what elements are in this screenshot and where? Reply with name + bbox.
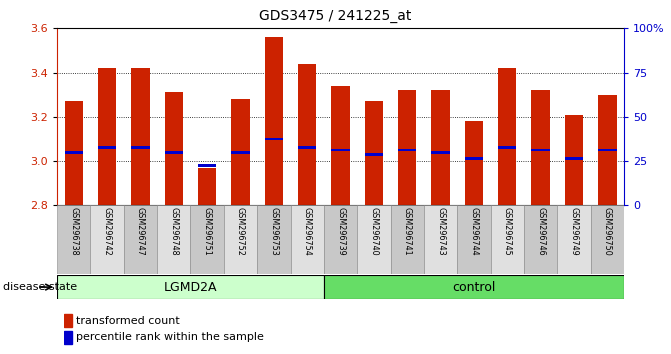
Bar bbox=[498, 146, 517, 149]
Bar bbox=[431, 151, 450, 154]
Bar bbox=[164, 151, 183, 154]
Bar bbox=[64, 314, 72, 327]
Bar bbox=[64, 331, 72, 344]
Text: GSM296754: GSM296754 bbox=[303, 207, 312, 256]
Text: GSM296743: GSM296743 bbox=[436, 207, 445, 255]
Text: GSM296753: GSM296753 bbox=[269, 207, 278, 256]
FancyBboxPatch shape bbox=[324, 275, 624, 299]
Bar bbox=[132, 146, 150, 149]
Bar bbox=[264, 137, 283, 141]
Bar bbox=[331, 86, 350, 205]
Text: GSM296744: GSM296744 bbox=[470, 207, 478, 255]
Bar bbox=[431, 90, 450, 205]
Bar bbox=[98, 68, 116, 205]
FancyBboxPatch shape bbox=[57, 275, 324, 299]
Text: disease state: disease state bbox=[3, 282, 77, 292]
Bar bbox=[298, 146, 316, 149]
Bar bbox=[365, 101, 383, 205]
Text: GSM296746: GSM296746 bbox=[536, 207, 545, 255]
Bar bbox=[565, 158, 583, 160]
Text: GSM296741: GSM296741 bbox=[403, 207, 412, 255]
FancyBboxPatch shape bbox=[524, 205, 558, 274]
Text: GSM296751: GSM296751 bbox=[203, 207, 211, 256]
Text: GSM296739: GSM296739 bbox=[336, 207, 345, 256]
FancyBboxPatch shape bbox=[57, 205, 91, 274]
FancyBboxPatch shape bbox=[257, 205, 291, 274]
Bar bbox=[64, 101, 83, 205]
Bar bbox=[598, 149, 617, 152]
Text: GSM296752: GSM296752 bbox=[236, 207, 245, 256]
FancyBboxPatch shape bbox=[191, 205, 224, 274]
Bar bbox=[465, 121, 483, 205]
FancyBboxPatch shape bbox=[558, 205, 590, 274]
Bar bbox=[64, 151, 83, 154]
Text: GDS3475 / 241225_at: GDS3475 / 241225_at bbox=[259, 9, 412, 23]
Text: GSM296740: GSM296740 bbox=[369, 207, 378, 255]
Text: GSM296750: GSM296750 bbox=[603, 207, 612, 256]
Bar bbox=[298, 64, 316, 205]
FancyBboxPatch shape bbox=[291, 205, 324, 274]
Bar bbox=[331, 149, 350, 152]
Text: GSM296742: GSM296742 bbox=[103, 207, 111, 256]
Bar bbox=[398, 90, 417, 205]
FancyBboxPatch shape bbox=[224, 205, 257, 274]
FancyBboxPatch shape bbox=[590, 205, 624, 274]
FancyBboxPatch shape bbox=[357, 205, 391, 274]
Bar bbox=[398, 149, 417, 152]
Bar bbox=[565, 115, 583, 205]
Text: GSM296747: GSM296747 bbox=[136, 207, 145, 256]
Bar bbox=[231, 99, 250, 205]
FancyBboxPatch shape bbox=[157, 205, 191, 274]
FancyBboxPatch shape bbox=[391, 205, 424, 274]
Bar bbox=[365, 153, 383, 156]
Text: GSM296749: GSM296749 bbox=[570, 207, 578, 256]
Bar bbox=[465, 158, 483, 160]
Bar bbox=[531, 90, 550, 205]
Bar bbox=[498, 68, 517, 205]
FancyBboxPatch shape bbox=[123, 205, 157, 274]
Text: GSM296748: GSM296748 bbox=[169, 207, 178, 255]
Bar bbox=[132, 68, 150, 205]
FancyBboxPatch shape bbox=[424, 205, 457, 274]
Bar bbox=[198, 168, 216, 205]
Bar bbox=[164, 92, 183, 205]
FancyBboxPatch shape bbox=[91, 205, 123, 274]
FancyBboxPatch shape bbox=[324, 205, 357, 274]
FancyBboxPatch shape bbox=[491, 205, 524, 274]
Text: GSM296738: GSM296738 bbox=[69, 207, 79, 255]
Bar bbox=[231, 151, 250, 154]
Bar bbox=[198, 164, 216, 167]
Text: transformed count: transformed count bbox=[76, 316, 179, 326]
Text: GSM296745: GSM296745 bbox=[503, 207, 512, 256]
Text: percentile rank within the sample: percentile rank within the sample bbox=[76, 332, 264, 342]
Bar bbox=[531, 149, 550, 152]
Bar bbox=[98, 146, 116, 149]
FancyBboxPatch shape bbox=[457, 205, 491, 274]
Text: control: control bbox=[452, 281, 496, 293]
Text: LGMD2A: LGMD2A bbox=[164, 281, 217, 293]
Bar bbox=[264, 37, 283, 205]
Bar bbox=[598, 95, 617, 205]
